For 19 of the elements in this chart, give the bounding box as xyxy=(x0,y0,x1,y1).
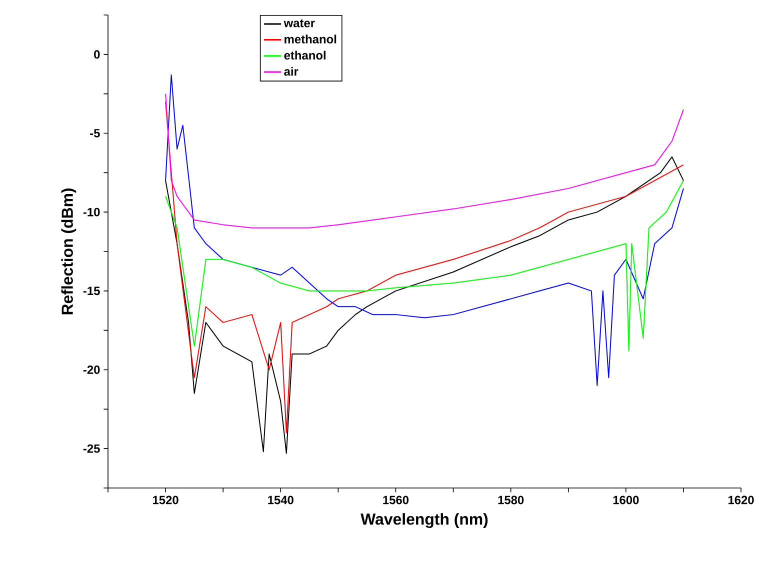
x-tick-label: 1560 xyxy=(383,496,409,504)
x-tick-label: 1520 xyxy=(153,496,178,504)
y-tick-label: -25 xyxy=(83,444,100,453)
y-tick-label: -15 xyxy=(83,286,100,296)
y-tick-label: -20 xyxy=(83,366,100,374)
y-tick-label: -5 xyxy=(90,129,100,138)
line-series xyxy=(165,156,684,454)
x-tick-label: 1600 xyxy=(613,496,639,504)
y-axis-title: Reflection (dBm) xyxy=(61,188,76,314)
x-axis-title: Wavelength (nm) xyxy=(360,513,488,528)
legend-label: methanol xyxy=(284,34,336,44)
y-tick-label: -10 xyxy=(83,208,100,216)
legend-label: water xyxy=(284,19,315,28)
x-tick-label: 1580 xyxy=(498,496,524,504)
x-tick-label: 1540 xyxy=(268,496,294,504)
legend-label: ethanol xyxy=(284,50,326,60)
x-tick-label: 1620 xyxy=(728,496,754,504)
legend-label: air xyxy=(284,66,298,76)
y-tick-label: 0 xyxy=(94,50,100,59)
